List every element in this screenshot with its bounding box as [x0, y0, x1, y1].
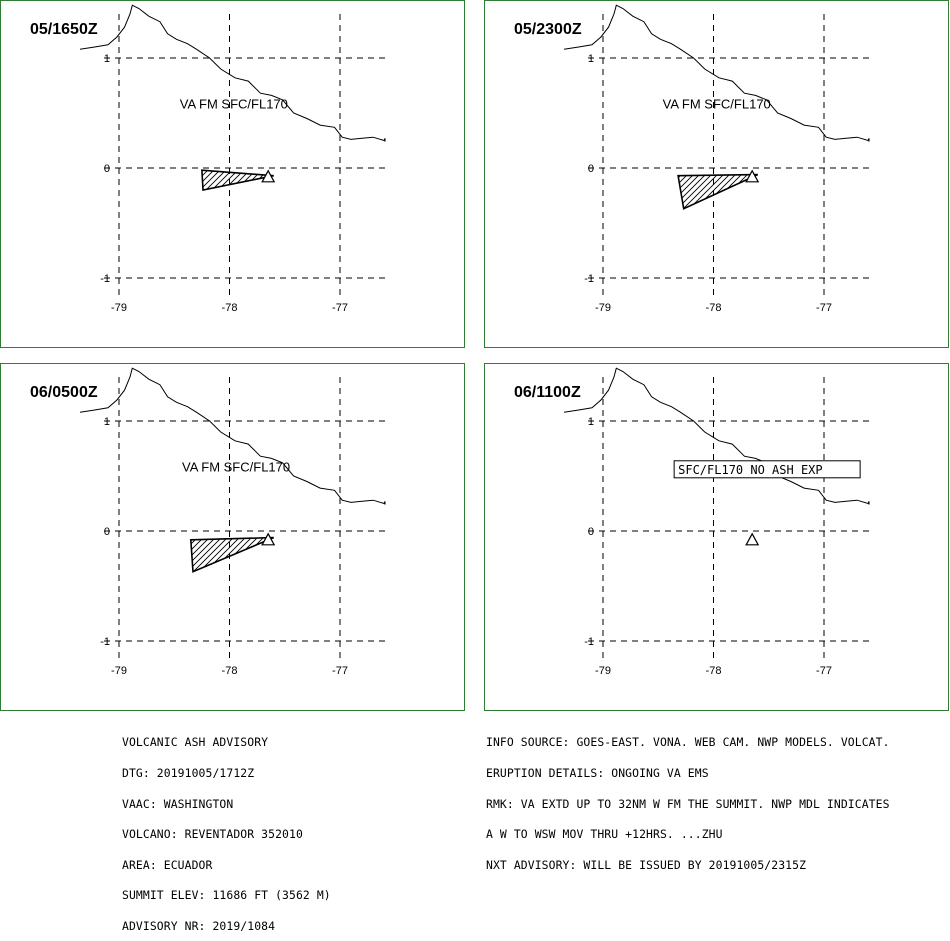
longitude-tick-label: -78 — [222, 302, 238, 314]
latitude-tick-label: -1 — [100, 273, 110, 285]
latitude-tick-label: 1 — [588, 416, 594, 428]
ash-level-label: VA FM SFC/FL170 — [663, 97, 771, 112]
ash-cloud-polygon — [189, 536, 275, 573]
volcano-marker-icon — [745, 169, 760, 183]
longitude-tick-label: -77 — [816, 302, 832, 314]
ash-cloud-polygon — [677, 173, 759, 210]
ash-cloud-polygon — [201, 169, 274, 191]
advisory-line: VOLCANO: REVENTADOR 352010 — [122, 827, 303, 842]
map-panel: -79 -78 -77 1 0 -1 06/1100Z SFC/FL170 NO ASH EX… — [484, 363, 949, 711]
map-panel: -79 -78 -77 1 0 -1 05/1650Z VA FM SFC/FL170 — [0, 0, 465, 348]
longitude-tick-label: -79 — [595, 302, 611, 314]
advisory-line: VOLCANIC ASH ADVISORY — [122, 735, 269, 750]
advisory-line: A W TO WSW MOV THRU +12HRS. ...ZHU — [486, 827, 723, 842]
coastline — [563, 367, 870, 505]
advisory-line: NXT ADVISORY: WILL BE ISSUED BY 20191005… — [486, 857, 807, 872]
longitude-tick-label: -78 — [706, 665, 722, 677]
latitude-tick-label: 0 — [588, 526, 594, 538]
volcano-marker-icon — [745, 532, 760, 546]
panel-time-label: 06/0500Z — [30, 384, 98, 401]
longitude-tick-label: -77 — [332, 302, 348, 314]
longitude-tick-label: -77 — [816, 665, 832, 677]
coastline — [79, 367, 386, 505]
coastline — [79, 4, 386, 142]
longitude-tick-label: -79 — [111, 665, 127, 677]
advisory-details-block: INFO SOURCE: GOES-EAST. VONA. WEB CAM. N… — [486, 717, 890, 880]
advisory-line: ADVISORY NR: 2019/1084 — [122, 918, 276, 933]
latitude-tick-label: 0 — [104, 526, 110, 538]
panel-time-label: 05/1650Z — [30, 21, 98, 38]
no-ash-label-box — [673, 460, 861, 479]
advisory-header-block: VOLCANIC ASH ADVISORY DTG: 20191005/1712… — [122, 717, 331, 941]
ash-level-label: VA FM SFC/FL170 — [180, 97, 288, 112]
latitude-tick-label: -1 — [584, 273, 594, 285]
volcano-marker-icon — [261, 169, 276, 183]
advisory-line: AREA: ECUADOR — [122, 857, 213, 872]
longitude-tick-label: -79 — [595, 665, 611, 677]
latitude-tick-label: 1 — [104, 53, 110, 65]
latitude-tick-label: 1 — [104, 416, 110, 428]
latitude-tick-label: 1 — [588, 53, 594, 65]
longitude-tick-label: -79 — [111, 302, 127, 314]
advisory-line: RMK: VA EXTD UP TO 32NM W FM THE SUMMIT.… — [486, 796, 890, 811]
panel-frame — [0, 0, 465, 348]
advisory-line: VAAC: WASHINGTON — [122, 796, 234, 811]
latitude-tick-label: 0 — [588, 163, 594, 175]
latitude-tick-label: -1 — [100, 636, 110, 648]
latitude-tick-label: 0 — [104, 163, 110, 175]
longitude-tick-label: -77 — [332, 665, 348, 677]
ash-level-label: VA FM SFC/FL170 — [182, 460, 290, 475]
latitude-tick-label: -1 — [584, 636, 594, 648]
map-panel: -79 -78 -77 1 0 -1 06/0500Z VA FM SFC/FL170 — [0, 363, 465, 711]
panel-time-label: 05/2300Z — [514, 21, 582, 38]
ash-level-label: SFC/FL170 NO ASH EXP — [678, 463, 823, 477]
longitude-tick-label: -78 — [222, 665, 238, 677]
longitude-tick-label: -78 — [706, 302, 722, 314]
advisory-line: ERUPTION DETAILS: ONGOING VA EMS — [486, 766, 709, 780]
panel-frame — [484, 0, 949, 348]
panel-frame — [0, 363, 465, 711]
volcano-marker-icon — [261, 532, 276, 546]
coastline — [563, 4, 870, 142]
panel-time-label: 06/1100Z — [514, 384, 581, 401]
advisory-line: SUMMIT ELEV: 11686 FT (3562 M) — [122, 888, 331, 903]
panel-frame — [484, 363, 949, 711]
advisory-line: INFO SOURCE: GOES-EAST. VONA. WEB CAM. N… — [486, 735, 890, 750]
advisory-line: DTG: 20191005/1712Z — [122, 766, 255, 780]
map-panel: -79 -78 -77 1 0 -1 05/2300Z VA FM SFC/FL170 — [484, 0, 949, 348]
